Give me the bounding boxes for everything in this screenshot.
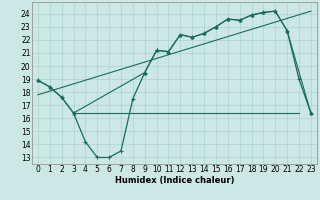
X-axis label: Humidex (Indice chaleur): Humidex (Indice chaleur)	[115, 176, 234, 185]
